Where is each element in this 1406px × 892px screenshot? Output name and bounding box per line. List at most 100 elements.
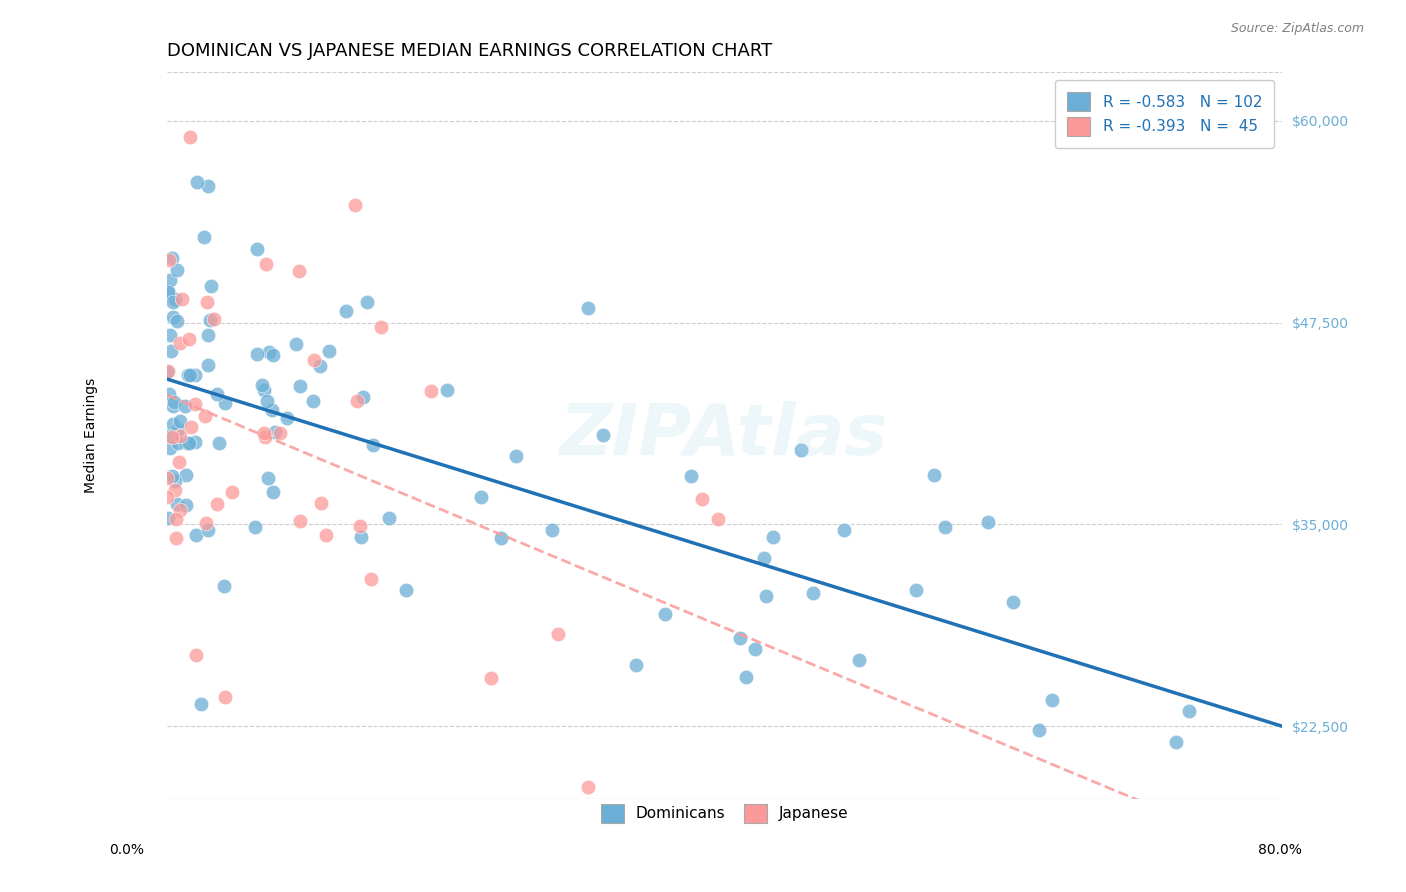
Point	[505, 450, 527, 464]
Point	[169, 503, 191, 517]
Point	[200, 279, 222, 293]
Point	[287, 264, 309, 278]
Point	[541, 523, 564, 537]
Point	[790, 442, 813, 457]
Point	[156, 491, 179, 505]
Point	[1001, 595, 1024, 609]
Point	[180, 419, 202, 434]
Point	[205, 386, 228, 401]
Point	[177, 368, 200, 382]
Text: 80.0%: 80.0%	[1257, 843, 1302, 857]
Point	[489, 531, 512, 545]
Point	[162, 417, 184, 431]
Point	[1028, 723, 1050, 737]
Point	[934, 520, 956, 534]
Point	[197, 179, 219, 194]
Point	[360, 572, 382, 586]
Point	[162, 295, 184, 310]
Point	[160, 430, 183, 444]
Point	[735, 670, 758, 684]
Point	[159, 442, 181, 456]
Point	[208, 436, 231, 450]
Text: DOMINICAN VS JAPANESE MEDIAN EARNINGS CORRELATION CHART: DOMINICAN VS JAPANESE MEDIAN EARNINGS CO…	[167, 42, 772, 60]
Point	[166, 314, 188, 328]
Point	[269, 426, 291, 441]
Point	[174, 498, 197, 512]
Point	[159, 328, 181, 343]
Point	[922, 467, 945, 482]
Legend: Dominicans, Japanese: Dominicans, Japanese	[589, 792, 860, 835]
Point	[157, 252, 180, 267]
Point	[246, 242, 269, 256]
Point	[309, 496, 332, 510]
Point	[177, 332, 200, 346]
Point	[202, 311, 225, 326]
Point	[212, 579, 235, 593]
Point	[744, 642, 766, 657]
Point	[370, 319, 392, 334]
Point	[190, 697, 212, 711]
Point	[257, 470, 280, 484]
Point	[977, 516, 1000, 530]
Point	[264, 425, 287, 440]
Point	[378, 511, 401, 525]
Point	[346, 393, 368, 408]
Text: Source: ZipAtlas.com: Source: ZipAtlas.com	[1230, 22, 1364, 36]
Text: 0.0%: 0.0%	[110, 843, 143, 857]
Point	[834, 523, 856, 537]
Point	[592, 428, 614, 442]
Point	[166, 422, 188, 436]
Point	[163, 292, 186, 306]
Point	[169, 335, 191, 350]
Point	[302, 394, 325, 409]
Point	[350, 530, 373, 544]
Point	[730, 631, 752, 645]
Point	[167, 455, 190, 469]
Point	[361, 438, 384, 452]
Point	[214, 690, 236, 705]
Point	[256, 393, 278, 408]
Point	[576, 301, 599, 315]
Point	[356, 294, 378, 309]
Point	[179, 129, 201, 144]
Point	[197, 358, 219, 372]
Point	[254, 257, 277, 271]
Point	[157, 364, 180, 378]
Text: ZIPAtlas: ZIPAtlas	[561, 401, 889, 470]
Point	[156, 365, 179, 379]
Point	[207, 497, 229, 511]
Point	[576, 780, 599, 794]
Point	[159, 273, 181, 287]
Point	[184, 648, 207, 662]
Point	[169, 428, 191, 442]
Point	[547, 626, 569, 640]
Point	[253, 425, 276, 440]
Point	[679, 469, 702, 483]
Point	[184, 397, 207, 411]
Point	[470, 491, 492, 505]
Point	[288, 514, 311, 528]
Point	[157, 387, 180, 401]
Point	[169, 413, 191, 427]
Point	[479, 671, 502, 685]
Point	[166, 262, 188, 277]
Point	[156, 471, 179, 485]
Point	[1040, 693, 1063, 707]
Point	[179, 368, 201, 382]
Point	[194, 409, 217, 424]
Point	[309, 359, 332, 373]
Point	[197, 524, 219, 538]
Point	[801, 586, 824, 600]
Point	[162, 310, 184, 324]
Point	[1177, 705, 1199, 719]
Point	[165, 483, 187, 498]
Point	[284, 337, 307, 351]
Point	[755, 589, 778, 603]
Point	[162, 468, 184, 483]
Point	[214, 396, 236, 410]
Point	[253, 383, 276, 397]
Point	[167, 435, 190, 450]
Point	[156, 511, 179, 525]
Point	[315, 528, 337, 542]
Point	[262, 485, 284, 500]
